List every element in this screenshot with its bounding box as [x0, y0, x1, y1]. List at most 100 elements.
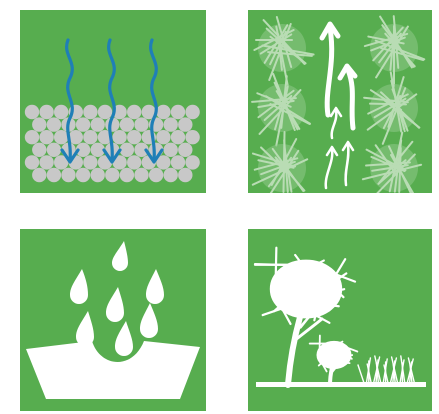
- pebble: [134, 167, 149, 183]
- vegetation-icon: [253, 246, 426, 388]
- pebble: [178, 142, 193, 157]
- wavy-arrow-3: [149, 38, 158, 162]
- up-arrow-large-1: [324, 25, 335, 118]
- pebble: [32, 142, 47, 157]
- scribble-shrub: [253, 16, 315, 87]
- up-arrow-small-1-head: [325, 145, 339, 157]
- pebble: [112, 104, 127, 120]
- evapotranspiration-tile: [248, 10, 432, 193]
- upward-arrows: [319, 21, 358, 190]
- up-arrow-small-3: [344, 143, 350, 187]
- pebble: [170, 130, 186, 145]
- pebble: [134, 117, 149, 132]
- pebble: [170, 155, 186, 170]
- pebble-layer: [24, 104, 200, 183]
- raindrops: [70, 241, 164, 356]
- raindrop-4: [106, 287, 124, 322]
- raindrop-1: [112, 241, 128, 271]
- pebble: [54, 130, 69, 145]
- vegetation-tile: [248, 229, 432, 411]
- raindrop-7: [115, 321, 133, 356]
- pebble: [163, 142, 178, 157]
- evapotranspiration-icon: [251, 15, 426, 193]
- rainwater-capture-tile: [20, 229, 206, 411]
- pebble: [185, 130, 200, 145]
- arrow-head-2: [102, 148, 122, 164]
- pebble: [127, 155, 142, 170]
- wavy-arrow-2: [107, 38, 116, 162]
- pebble: [97, 104, 113, 120]
- raindrop-5: [76, 311, 94, 346]
- pebble: [75, 142, 91, 157]
- up-arrow-large-1-head: [319, 21, 341, 41]
- raindrop-2: [70, 269, 88, 304]
- scribble-shrub: [363, 71, 421, 145]
- pebble: [119, 167, 135, 183]
- ground-line: [256, 382, 426, 387]
- scribble-shrub: [361, 131, 423, 193]
- pebble: [163, 117, 178, 132]
- pebble: [39, 104, 54, 120]
- up-arrow-large-2: [345, 67, 356, 131]
- pebble: [185, 155, 200, 170]
- pebble: [46, 167, 62, 183]
- pebble: [185, 104, 200, 120]
- pebble: [127, 130, 142, 145]
- water-infiltration-icon: [24, 38, 200, 183]
- pebble: [156, 104, 171, 120]
- pebble: [39, 130, 54, 145]
- pebble: [170, 104, 186, 120]
- pebble: [119, 142, 135, 157]
- pebble: [163, 167, 178, 183]
- water-infiltration-tile: [20, 10, 206, 193]
- pebble: [54, 155, 69, 170]
- pebble: [24, 130, 40, 145]
- pebble: [32, 117, 47, 132]
- wavy-arrows: [60, 38, 164, 164]
- pebble: [83, 155, 98, 170]
- pebble: [105, 167, 120, 183]
- pebble: [46, 117, 62, 132]
- arrow-head-1: [60, 148, 80, 164]
- pebble: [119, 117, 135, 132]
- pebble: [61, 167, 76, 183]
- rainwater-capture-icon: [26, 241, 200, 399]
- raindrop-6: [140, 303, 158, 338]
- pebble: [54, 104, 69, 120]
- pebble: [75, 167, 91, 183]
- tree-small: [308, 334, 359, 387]
- up-arrow-small-3-head: [341, 140, 355, 152]
- pebble: [24, 104, 40, 120]
- pebble: [112, 130, 127, 145]
- scribble-shrub: [251, 72, 312, 147]
- pebble: [141, 104, 156, 120]
- raindrop-3: [146, 269, 164, 304]
- wavy-arrow-1: [65, 38, 74, 162]
- up-arrow-large-2-head: [337, 63, 358, 81]
- pebble: [90, 142, 105, 157]
- up-arrow-small-2-head: [329, 106, 343, 118]
- pebble: [75, 117, 91, 132]
- scribble-shrubs: [251, 15, 426, 193]
- pebble: [134, 142, 149, 157]
- pebble: [90, 117, 105, 132]
- pebble: [83, 104, 98, 120]
- pebble: [39, 155, 54, 170]
- tree-large-canopy: [253, 246, 357, 329]
- pebble: [148, 167, 164, 183]
- pebble: [24, 155, 40, 170]
- scribble-shrub: [251, 131, 309, 193]
- pebble: [83, 130, 98, 145]
- tree-large: [253, 246, 357, 388]
- pebble: [90, 167, 105, 183]
- pebble: [178, 167, 193, 183]
- tree-large-trunk: [285, 314, 303, 388]
- basin: [26, 341, 200, 399]
- pebble: [178, 117, 193, 132]
- pebble: [127, 104, 142, 120]
- pebble: [32, 167, 47, 183]
- arrow-head-3: [144, 148, 164, 164]
- pebble: [156, 155, 171, 170]
- tree-large-branch: [292, 317, 324, 343]
